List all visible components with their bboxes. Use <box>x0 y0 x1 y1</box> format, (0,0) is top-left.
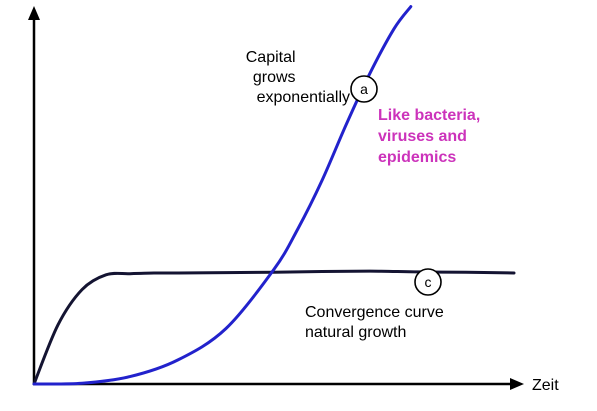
series-c-label: Convergence curve natural growth <box>305 304 448 341</box>
series-layer <box>32 5 516 386</box>
axes: Zeit <box>28 6 559 394</box>
series-a-label-line-2: grows <box>253 69 296 86</box>
epidemic-annotation: Like bacteria, viruses and epidemics <box>378 107 485 166</box>
series-a-line <box>32 5 413 386</box>
series-a-marker-text: a <box>360 81 368 97</box>
series-c-marker-text: c <box>425 274 432 290</box>
epidemic-annotation-line-3: epidemics <box>378 149 456 166</box>
x-axis-arrow <box>510 378 524 390</box>
markers-layer: a c <box>350 75 442 296</box>
x-axis-label: Zeit <box>532 377 559 394</box>
epidemic-annotation-line-2: viruses and <box>378 128 467 145</box>
series-c-line <box>32 269 516 386</box>
series-c-label-line-1: Convergence curve <box>305 304 444 321</box>
series-c-label-line-2: natural growth <box>305 324 406 341</box>
series-c-marker-circle <box>414 268 442 296</box>
labels-layer: Capital grows exponentially Like bacteri… <box>246 49 485 341</box>
series-a-label: Capital grows exponentially <box>246 49 350 106</box>
y-axis-arrow <box>28 6 40 20</box>
series-a-label-line-1: Capital <box>246 49 296 66</box>
series-a-marker-circle <box>350 75 378 103</box>
series-a-label-line-3: exponentially <box>257 89 350 106</box>
epidemic-annotation-line-1: Like bacteria, <box>378 107 480 124</box>
